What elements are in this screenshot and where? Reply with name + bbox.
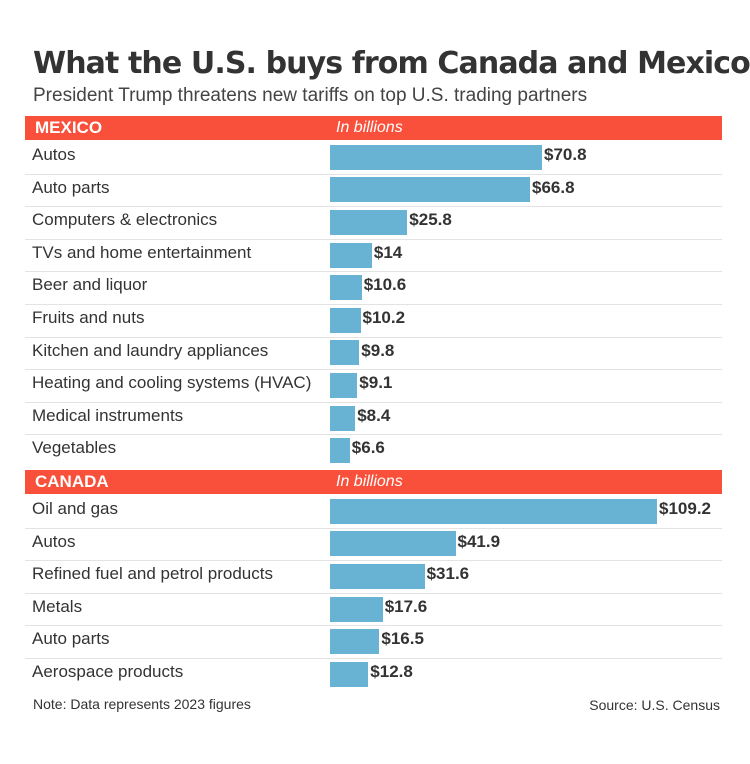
row-divider — [25, 174, 722, 175]
canada-category-label: Autos — [32, 532, 76, 551]
row-divider — [25, 271, 722, 272]
mexico-value-label: $10.2 — [362, 308, 406, 327]
mexico-unit-label: In billions — [336, 119, 403, 136]
mexico-bar — [330, 308, 361, 333]
canada-bar — [330, 629, 380, 654]
mexico-category-label: Computers & electronics — [32, 210, 218, 229]
mexico-value-label: $70.8 — [544, 145, 587, 164]
canada-category-label: Auto parts — [32, 629, 110, 648]
canada-bar — [330, 499, 657, 524]
row-divider — [25, 593, 722, 594]
row-divider — [25, 402, 722, 403]
mexico-value-label: $14 — [373, 243, 403, 262]
canada-value-label: $41.9 — [457, 532, 501, 551]
row-divider — [25, 206, 722, 207]
mexico-category-label: Medical instruments — [32, 406, 184, 425]
mexico-bar — [330, 340, 360, 365]
canada-category-label: Aerospace products — [32, 662, 184, 681]
footer-source: Source: U.S. Census — [589, 697, 720, 713]
mexico-category-label: Heating and cooling systems (HVAC) — [32, 373, 312, 392]
mexico-value-label: $25.8 — [409, 210, 452, 229]
canada-bar — [330, 662, 369, 687]
row-divider — [25, 239, 722, 240]
canada-value-label: $31.6 — [426, 564, 470, 583]
mexico-bar — [330, 406, 356, 431]
mexico-value-label: $66.8 — [532, 178, 575, 197]
mexico-category-label: Vegetables — [32, 438, 117, 457]
canada-value-label: $109.2 — [659, 499, 711, 518]
row-divider — [25, 560, 722, 561]
mexico-bar — [330, 210, 408, 235]
row-divider — [25, 528, 722, 529]
mexico-value-label: $8.4 — [357, 406, 391, 425]
canada-bar — [330, 564, 425, 589]
mexico-value-label: $9.8 — [361, 341, 395, 360]
row-divider — [25, 304, 722, 305]
mexico-category-label: Auto parts — [32, 178, 110, 197]
footer-note: Note: Data represents 2023 figures — [33, 696, 251, 712]
mexico-category-label: Fruits and nuts — [32, 308, 145, 327]
mexico-bar — [330, 145, 542, 170]
canada-category-label: Refined fuel and petrol products — [32, 564, 273, 583]
mexico-bar — [330, 275, 362, 300]
mexico-section-name: MEXICO — [35, 118, 103, 137]
mexico-bar — [330, 438, 350, 463]
canada-unit-label: In billions — [336, 473, 403, 490]
mexico-category-label: Beer and liquor — [32, 275, 148, 294]
chart-title: What the U.S. buys from Canada and Mexic… — [33, 46, 750, 81]
canada-bar — [330, 597, 383, 622]
row-divider — [25, 337, 722, 338]
row-divider — [25, 625, 722, 626]
row-divider — [25, 434, 722, 435]
mexico-section-header: MEXICO In billions — [25, 116, 722, 140]
mexico-bar — [330, 177, 530, 202]
mexico-category-label: Kitchen and laundry appliances — [32, 341, 269, 360]
mexico-bar — [330, 243, 372, 268]
mexico-value-label: $9.1 — [359, 373, 393, 392]
row-divider — [25, 658, 722, 659]
canada-value-label: $12.8 — [370, 662, 413, 681]
row-divider — [25, 369, 722, 370]
canada-section-name: CANADA — [35, 472, 109, 491]
canada-category-label: Oil and gas — [32, 499, 118, 518]
canada-category-label: Metals — [32, 597, 83, 616]
mexico-value-label: $6.6 — [351, 438, 385, 457]
canada-bar — [330, 531, 456, 556]
canada-value-label: $17.6 — [384, 597, 428, 616]
mexico-value-label: $10.6 — [363, 275, 407, 294]
mexico-category-label: TVs and home entertainment — [32, 243, 252, 262]
chart-subtitle: President Trump threatens new tariffs on… — [33, 85, 588, 106]
mexico-category-label: Autos — [32, 145, 76, 164]
mexico-bar — [330, 373, 358, 398]
canada-value-label: $16.5 — [381, 629, 424, 648]
canada-section-header: CANADA In billions — [25, 470, 722, 494]
